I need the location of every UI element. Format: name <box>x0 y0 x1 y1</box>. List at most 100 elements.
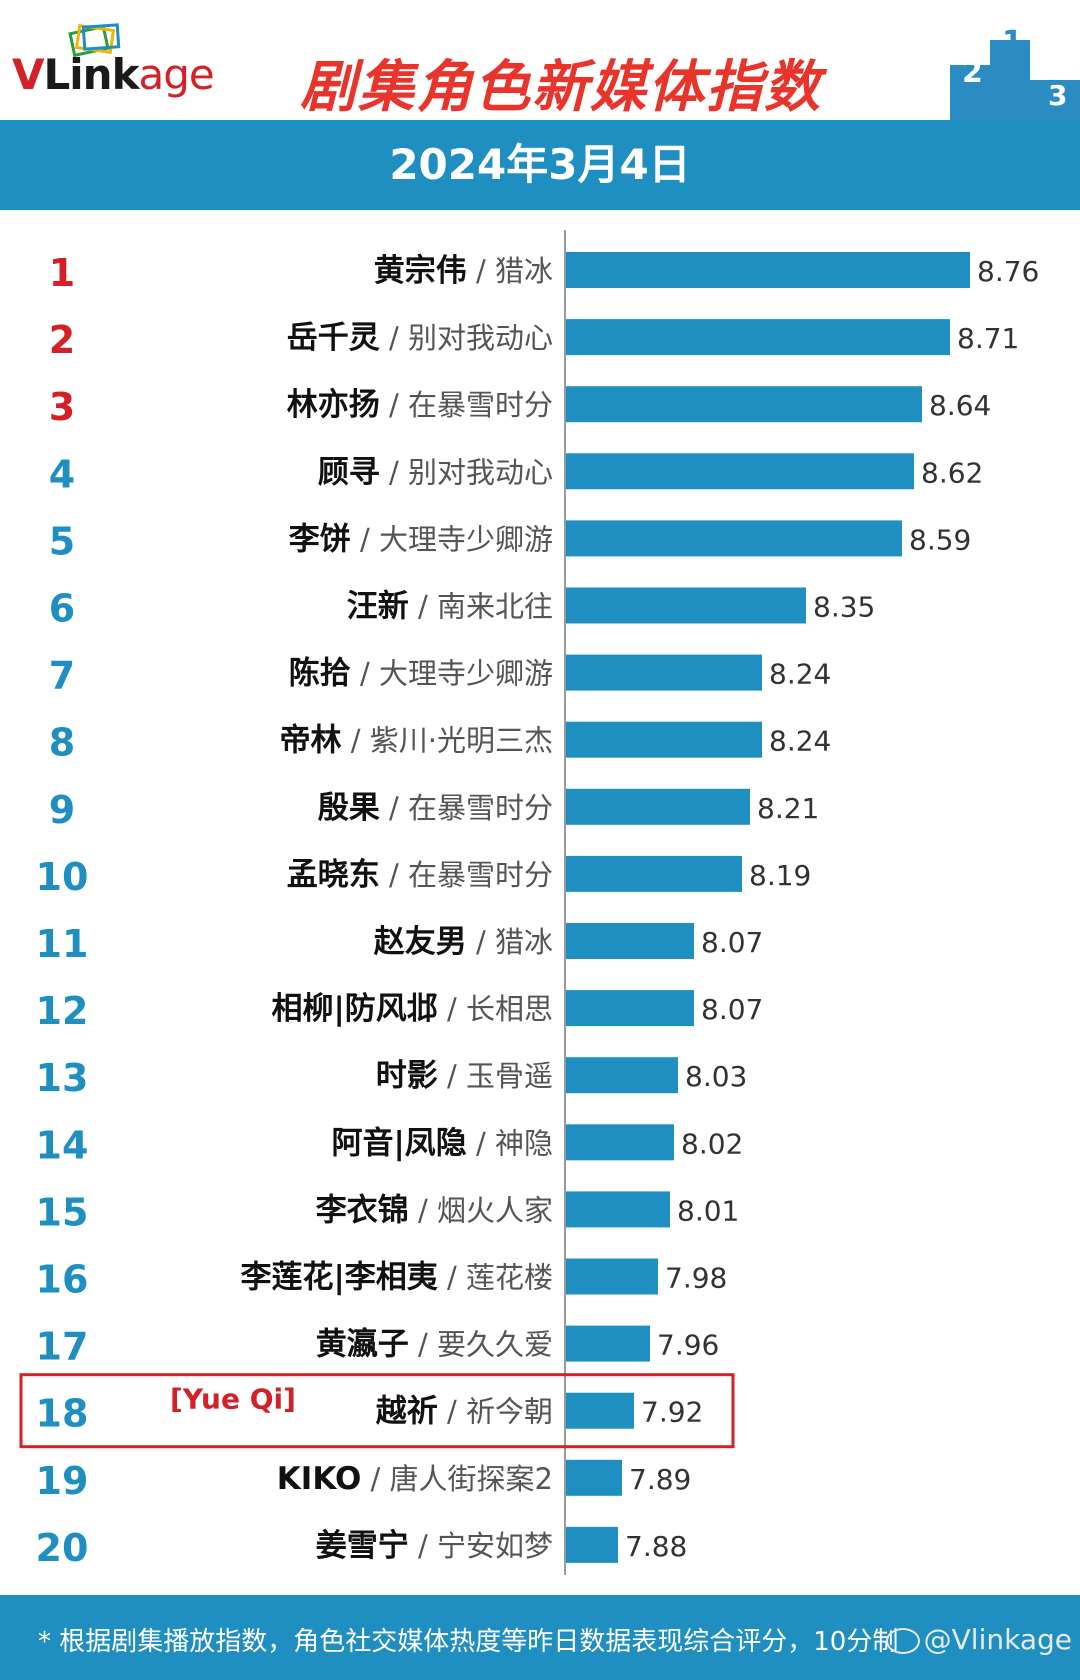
value-label: 7.88 <box>625 1530 687 1563</box>
bar-label: 李衣锦 / 烟火人家 <box>316 1192 553 1228</box>
character-name: 黄宗伟 <box>374 253 467 289</box>
character-name: 殷果 <box>318 790 380 826</box>
watermark: @Vlinkage <box>885 1623 1072 1656</box>
rank-number: 20 <box>36 1526 89 1570</box>
rank-number: 15 <box>36 1190 89 1234</box>
drama-name: / 玉骨遥 <box>438 1059 553 1093</box>
rank-number: 18 <box>36 1392 89 1436</box>
character-name: 李莲花|李相夷 <box>240 1260 437 1296</box>
bar <box>566 990 694 1027</box>
value-label: 8.76 <box>977 255 1039 288</box>
bar <box>566 386 922 423</box>
svg-text:3: 3 <box>1048 79 1067 112</box>
footnote: * 根据剧集播放指数，角色社交媒体热度等昨日数据表现综合评分，10分制 <box>38 1627 899 1657</box>
bar-label: 岳千灵 / 别对我动心 <box>287 320 553 356</box>
drama-name: / 紫川·光明三杰 <box>342 724 553 758</box>
rank-number: 6 <box>49 587 75 631</box>
bar-label: 李莲花|李相夷 / 莲花楼 <box>240 1260 553 1296</box>
drama-name: / 猎冰 <box>467 254 553 288</box>
rank-number: 16 <box>36 1258 89 1302</box>
drama-name: / 神隐 <box>467 1126 553 1160</box>
drama-name: / 宁安如梦 <box>409 1529 553 1563</box>
value-label: 8.07 <box>701 926 763 959</box>
drama-name: / 大理寺少卿游 <box>351 657 553 691</box>
value-label: 7.96 <box>657 1329 719 1362</box>
value-label: 7.89 <box>629 1463 691 1496</box>
rank-number: 10 <box>36 855 89 899</box>
value-label: 7.92 <box>641 1396 703 1429</box>
rank-number: 1 <box>49 251 75 295</box>
page-title: 剧集角色新媒体指数 <box>300 55 822 120</box>
drama-name: / 烟火人家 <box>409 1193 553 1227</box>
logo-v: V <box>12 50 45 99</box>
character-name: 姜雪宁 <box>316 1528 409 1564</box>
bar-label: 相柳|防风邶 / 长相思 <box>271 991 553 1027</box>
rank-number: 13 <box>36 1056 89 1100</box>
rank-number: 11 <box>36 922 89 966</box>
bar-label: 黄宗伟 / 猎冰 <box>374 253 553 289</box>
bar <box>566 1124 674 1161</box>
drama-name: / 大理寺少卿游 <box>351 522 553 556</box>
highlight-note: [Yue Qi] <box>170 1383 296 1416</box>
character-name: 赵友男 <box>373 924 467 960</box>
weibo-icon <box>885 1628 920 1654</box>
logo-age: age <box>138 50 215 99</box>
value-label: 8.62 <box>921 456 983 489</box>
drama-name: / 猎冰 <box>467 925 553 959</box>
watermark-text: @Vlinkage <box>923 1623 1072 1656</box>
highlight-box <box>19 1373 735 1449</box>
character-name: 孟晓东 <box>287 857 380 893</box>
drama-name: / 要久久爱 <box>409 1328 553 1362</box>
drama-name: / 南来北往 <box>409 590 553 624</box>
bar-label: 姜雪宁 / 宁安如梦 <box>316 1528 553 1564</box>
bar <box>566 721 762 758</box>
value-label: 8.24 <box>769 725 831 758</box>
rank-number: 8 <box>49 721 75 765</box>
svg-text:2: 2 <box>962 55 983 90</box>
character-name: 黄瀛子 <box>316 1327 409 1363</box>
character-name: 时影 <box>376 1058 438 1094</box>
bar-label: 李饼 / 大理寺少卿游 <box>289 521 553 557</box>
character-name: 越祈 <box>376 1394 438 1430</box>
bar <box>566 1459 622 1496</box>
drama-name: / 在暴雪时分 <box>380 858 553 892</box>
rank-number: 2 <box>49 318 75 362</box>
rank-number: 9 <box>49 788 75 832</box>
rank-number: 4 <box>49 452 75 496</box>
bar <box>566 252 970 288</box>
logo-cards-icon <box>68 23 121 58</box>
value-label: 8.03 <box>685 1060 747 1093</box>
bar-label: 林亦扬 / 在暴雪时分 <box>287 387 553 423</box>
value-label: 8.59 <box>909 523 971 556</box>
character-name: 顾寻 <box>318 454 380 490</box>
bar-label: 顾寻 / 别对我动心 <box>318 454 553 490</box>
value-label: 8.21 <box>757 792 819 825</box>
bar <box>566 587 806 624</box>
bar <box>566 453 914 490</box>
bar <box>566 788 750 825</box>
value-label: 8.02 <box>681 1127 743 1160</box>
value-label: 8.19 <box>749 859 811 892</box>
bar <box>566 520 902 557</box>
value-label: 8.64 <box>929 389 991 422</box>
rank-number: 5 <box>49 519 75 563</box>
rank-number: 17 <box>36 1325 89 1369</box>
bar-label: 陈拾 / 大理寺少卿游 <box>289 656 553 692</box>
ranking-bar-chart: 1 黄宗伟 / 猎冰 8.76 2 岳千灵 / 别对我动心 8.71 3 林亦扬 / 在暴雪时… <box>19 230 1039 1575</box>
bar-label: 越祈 / 祈今朝 <box>376 1394 553 1430</box>
character-name: 林亦扬 <box>287 387 380 423</box>
character-name: KIKO <box>277 1461 362 1497</box>
bar-label: 孟晓东 / 在暴雪时分 <box>287 857 553 893</box>
value-label: 8.01 <box>677 1194 739 1227</box>
bar <box>566 654 762 691</box>
bar-label: 阿音|凤隐 / 神隐 <box>331 1125 553 1161</box>
bar <box>566 1057 678 1094</box>
drama-name: / 别对我动心 <box>380 321 553 355</box>
bar <box>566 923 694 959</box>
value-label: 8.35 <box>813 591 875 624</box>
value-label: 8.24 <box>769 658 831 691</box>
bar <box>566 1191 670 1228</box>
bar-label: 汪新 / 南来北往 <box>347 589 553 625</box>
drama-name: / 莲花楼 <box>438 1261 553 1295</box>
date-banner: 2024年3月4日 <box>0 120 1080 210</box>
